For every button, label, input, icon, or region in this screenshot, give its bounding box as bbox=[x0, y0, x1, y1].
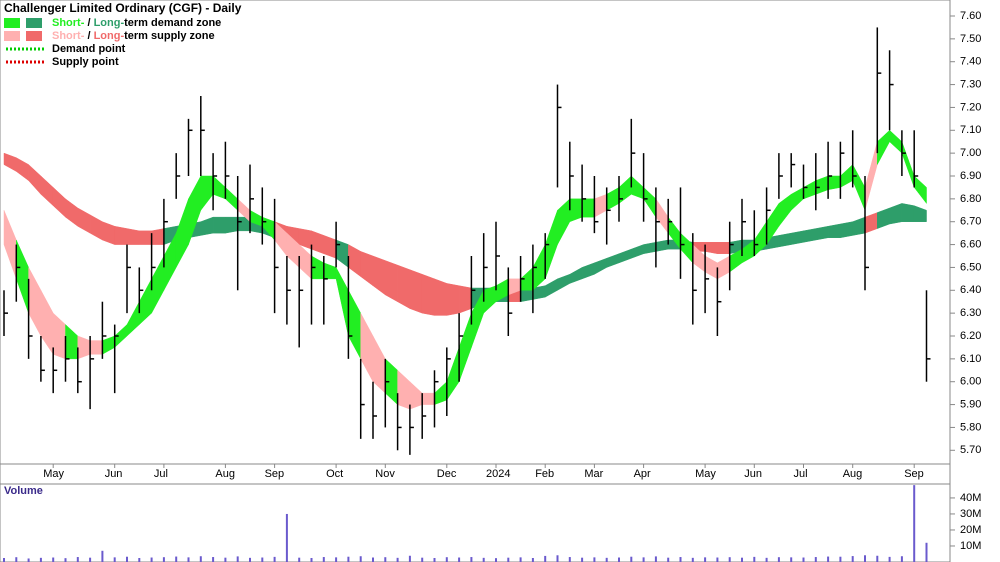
legend-text: Long- bbox=[94, 30, 125, 42]
long-zone bbox=[212, 216, 226, 234]
legend-text: / bbox=[84, 17, 93, 29]
y-tick-label: 5.70 bbox=[960, 444, 981, 456]
volume-tick-label: 40M bbox=[960, 492, 981, 504]
legend-text: term demand zone bbox=[124, 17, 221, 29]
y-tick-label: 7.20 bbox=[960, 101, 981, 113]
x-tick-label: Feb bbox=[535, 468, 554, 480]
y-tick-label: 7.10 bbox=[960, 124, 981, 136]
long-zone bbox=[385, 260, 398, 303]
y-tick-label: 6.20 bbox=[960, 330, 981, 342]
long-zone bbox=[815, 225, 829, 241]
x-tick-label: Oct bbox=[326, 468, 343, 480]
long-zone bbox=[114, 225, 128, 245]
y-tick-label: 6.30 bbox=[960, 307, 981, 319]
x-tick-label: Aug bbox=[215, 468, 235, 480]
y-tick-label: 6.70 bbox=[960, 216, 981, 228]
legend-text: Short- bbox=[52, 17, 85, 29]
long-zone bbox=[126, 228, 140, 245]
legend-swatch bbox=[26, 31, 42, 41]
long-zone bbox=[840, 221, 853, 239]
y-tick-label: 7.50 bbox=[960, 33, 981, 45]
volume-tick-label: 20M bbox=[960, 524, 981, 536]
long-zone bbox=[790, 230, 804, 245]
x-tick-label: Jun bbox=[105, 468, 123, 480]
x-tick-label: Nov bbox=[375, 468, 395, 480]
y-tick-label: 7.40 bbox=[960, 56, 981, 68]
long-zone bbox=[458, 285, 472, 314]
long-zone bbox=[901, 203, 915, 222]
legend-swatch bbox=[4, 18, 20, 28]
y-tick-label: 6.50 bbox=[960, 261, 981, 273]
x-tick-label: May bbox=[695, 468, 716, 480]
legend-text: Short- bbox=[52, 30, 85, 42]
x-tick-label: Jun bbox=[744, 468, 762, 480]
legend-text: / bbox=[84, 30, 93, 42]
long-zone bbox=[397, 264, 411, 309]
long-zone bbox=[421, 273, 435, 316]
long-zone bbox=[717, 242, 730, 254]
y-tick-label: 6.10 bbox=[960, 353, 981, 365]
long-zone bbox=[704, 242, 718, 255]
x-tick-label: May bbox=[43, 468, 64, 480]
long-zone bbox=[827, 223, 841, 238]
legend-label: Short- / Long-term supply zone bbox=[52, 30, 215, 42]
y-tick-label: 7.30 bbox=[960, 78, 981, 90]
y-tick-label: 6.80 bbox=[960, 193, 981, 205]
long-zone bbox=[655, 239, 669, 252]
legend-label: Short- / Long-term demand zone bbox=[52, 17, 221, 29]
short-zone bbox=[421, 392, 435, 405]
x-tick-label: Sep bbox=[904, 468, 924, 480]
volume-label: Volume bbox=[4, 485, 43, 497]
long-zone bbox=[803, 228, 817, 243]
long-zone bbox=[434, 278, 448, 316]
long-zone bbox=[225, 216, 238, 234]
y-tick-label: 6.00 bbox=[960, 376, 981, 388]
legend-label: Supply point bbox=[52, 56, 119, 68]
x-tick-label: Jul bbox=[794, 468, 808, 480]
x-tick-label: Apr bbox=[634, 468, 651, 480]
volume-tick-label: 10M bbox=[960, 540, 981, 552]
long-zone bbox=[913, 205, 927, 222]
y-tick-label: 5.80 bbox=[960, 421, 981, 433]
legend-text: term supply zone bbox=[124, 30, 214, 42]
y-tick-label: 7.00 bbox=[960, 147, 981, 159]
x-tick-label: 2024 bbox=[486, 468, 510, 480]
chart-title: Challenger Limited Ordinary (CGF) - Dail… bbox=[4, 1, 242, 15]
legend-swatch bbox=[26, 18, 42, 28]
long-zone bbox=[643, 241, 657, 255]
long-zone bbox=[778, 232, 792, 248]
y-tick-label: 5.90 bbox=[960, 398, 981, 410]
y-tick-label: 6.40 bbox=[960, 284, 981, 296]
short-zone bbox=[581, 198, 595, 218]
long-zone bbox=[409, 269, 423, 314]
long-zone bbox=[151, 228, 165, 245]
legend-swatch bbox=[4, 31, 20, 41]
x-tick-label: Jul bbox=[154, 468, 168, 480]
long-zone bbox=[446, 283, 460, 316]
x-tick-label: Sep bbox=[265, 468, 285, 480]
long-zone bbox=[139, 230, 152, 245]
short-zone bbox=[89, 340, 103, 355]
legend-text: Long- bbox=[94, 17, 125, 29]
x-tick-label: Mar bbox=[584, 468, 603, 480]
x-tick-label: Aug bbox=[843, 468, 863, 480]
volume-panel bbox=[0, 483, 951, 562]
short-zone bbox=[827, 175, 841, 191]
x-tick-label: Dec bbox=[437, 468, 457, 480]
y-tick-label: 6.90 bbox=[960, 170, 981, 182]
y-tick-label: 6.60 bbox=[960, 238, 981, 250]
volume-tick-label: 30M bbox=[960, 508, 981, 520]
y-tick-label: 7.60 bbox=[960, 10, 981, 22]
legend-label: Demand point bbox=[52, 43, 126, 55]
